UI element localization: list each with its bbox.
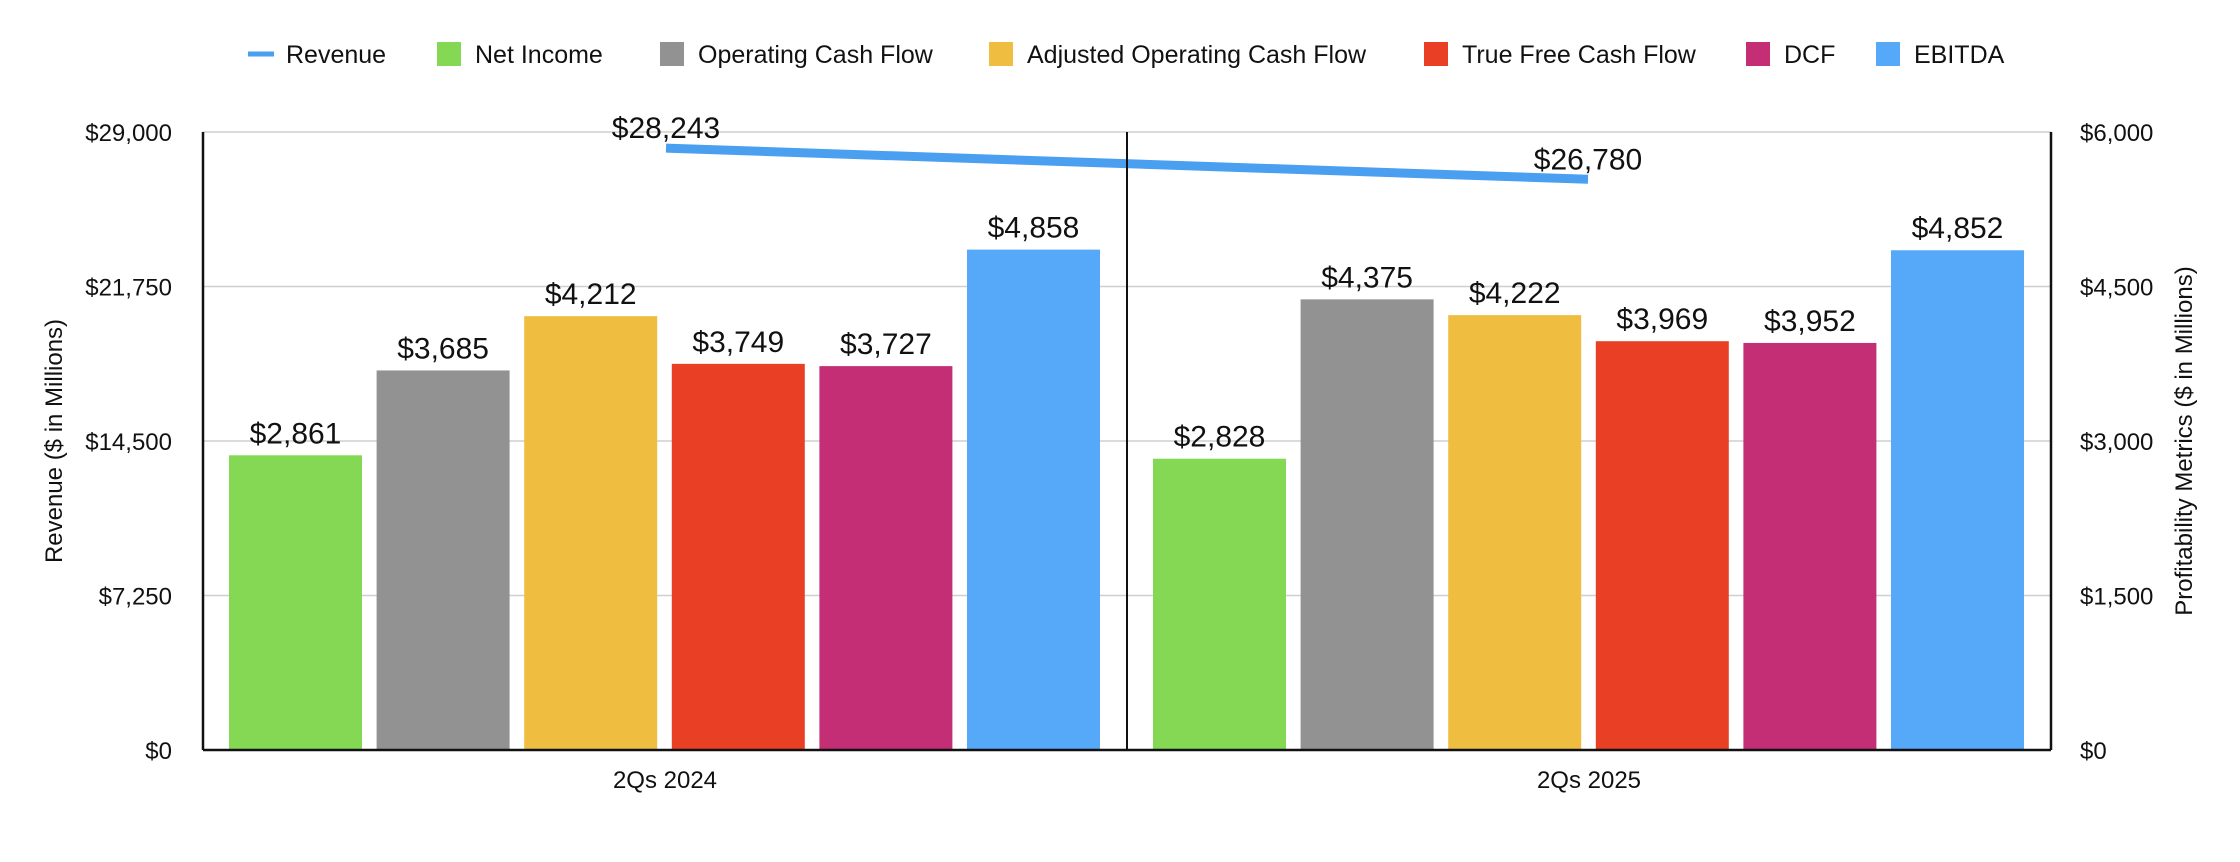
bar-value-label: $3,969 — [1616, 303, 1708, 336]
legend-swatch — [1746, 42, 1770, 66]
bar-value-label: $3,749 — [692, 326, 784, 359]
bar-value-label: $3,727 — [840, 328, 932, 361]
bar — [1153, 458, 1286, 750]
left-tick-label: $0 — [145, 738, 172, 765]
bar-value-label: $3,952 — [1764, 305, 1856, 338]
bar — [967, 249, 1100, 750]
legend-label: Operating Cash Flow — [698, 41, 934, 69]
right-axis-title: Profitability Metrics ($ in Millions) — [2171, 266, 2198, 615]
right-tick-label: $4,500 — [2080, 275, 2153, 302]
right-tick-label: $6,000 — [2080, 120, 2153, 147]
bar-value-label: $4,222 — [1469, 277, 1561, 310]
bar — [819, 366, 953, 750]
bar-value-label: $2,828 — [1174, 421, 1266, 454]
legend-swatch — [989, 42, 1013, 66]
legend-label: Revenue — [286, 41, 386, 69]
legend-swatch — [660, 42, 684, 66]
bar-value-label: $4,375 — [1321, 261, 1413, 294]
bar — [1448, 315, 1582, 750]
left-tick-label: $7,250 — [99, 584, 172, 611]
bar-value-label: $4,858 — [988, 212, 1080, 245]
category-label: 2Qs 2024 — [613, 767, 717, 794]
bar — [524, 316, 658, 750]
revenue-value-label: $28,243 — [612, 112, 720, 145]
right-tick-label: $1,500 — [2080, 584, 2153, 611]
bar — [671, 363, 805, 750]
bar-value-label: $4,212 — [545, 278, 637, 311]
left-tick-label: $14,500 — [85, 429, 172, 456]
legend-label: Adjusted Operating Cash Flow — [1027, 41, 1367, 69]
bar — [229, 455, 362, 750]
legend-swatch — [1424, 42, 1448, 66]
legend-label: DCF — [1784, 41, 1835, 69]
legend-label: True Free Cash Flow — [1462, 41, 1697, 69]
bar-value-label: $3,685 — [397, 332, 489, 365]
bar — [1891, 250, 2024, 750]
bar — [1595, 341, 1729, 750]
bar-value-label: $4,852 — [1912, 212, 2004, 245]
left-tick-label: $29,000 — [85, 120, 172, 147]
revenue-value-label: $26,780 — [1534, 143, 1642, 176]
legend-label: EBITDA — [1914, 41, 2005, 69]
bar — [1300, 299, 1434, 750]
right-tick-label: $3,000 — [2080, 429, 2153, 456]
bar — [376, 370, 510, 750]
legend-label: Net Income — [475, 41, 603, 69]
left-tick-label: $21,750 — [85, 275, 172, 302]
legend-swatch — [437, 42, 461, 66]
right-tick-label: $0 — [2080, 738, 2107, 765]
left-axis-title: Revenue ($ in Millions) — [41, 319, 68, 563]
bar-value-label: $2,861 — [250, 417, 342, 450]
bar — [1743, 342, 1877, 750]
legend-swatch — [1876, 42, 1900, 66]
category-label: 2Qs 2025 — [1537, 767, 1641, 794]
